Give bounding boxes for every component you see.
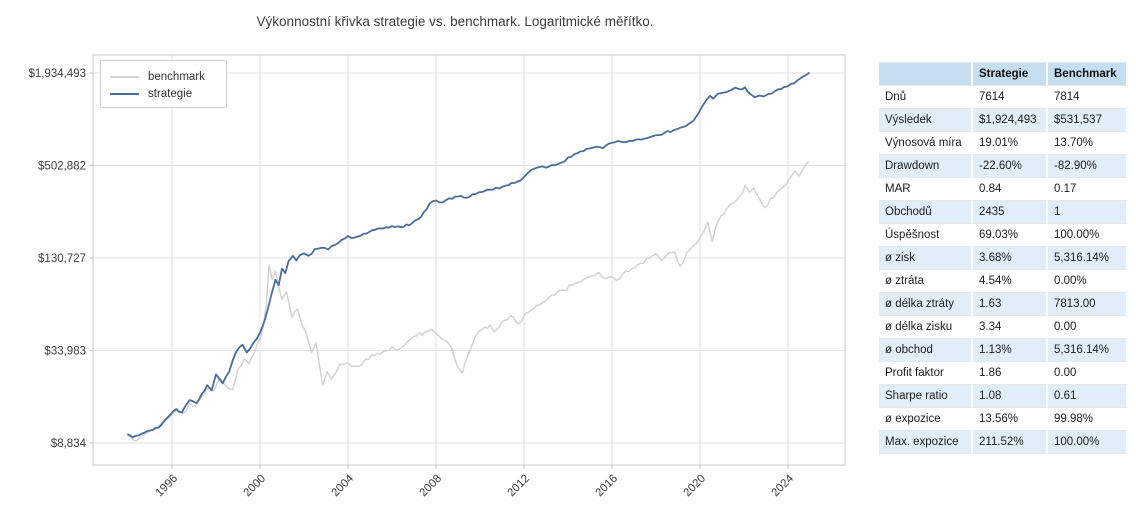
stats-col-header-empty — [879, 62, 973, 86]
cell-benchmark: 100.00% — [1048, 224, 1128, 247]
table-row: ø zisk 3.68% 5,316.14% — [879, 247, 1128, 270]
row-label: Drawdown — [879, 155, 973, 178]
y-tick-label: $502,882 — [38, 161, 86, 173]
row-label: MAR — [879, 178, 973, 201]
y-tick-label: $8,834 — [51, 438, 87, 450]
plot-border — [92, 54, 846, 466]
x-tick-label: 2008 — [418, 473, 445, 500]
cell-benchmark: 1 — [1048, 201, 1128, 224]
row-label: Sharpe ratio — [879, 385, 973, 408]
cell-strategie: 19.01% — [973, 132, 1048, 155]
cell-strategie: 7614 — [973, 86, 1048, 109]
series-line-strategie — [127, 72, 810, 439]
legend-label-strategie: strategie — [148, 87, 193, 100]
cell-strategie: 1.86 — [973, 362, 1048, 385]
cell-benchmark: 7814 — [1048, 86, 1128, 109]
stats-col-header-strategie: Strategie — [973, 62, 1048, 86]
row-label: Dnů — [879, 86, 973, 109]
table-row: Obchodů 2435 1 — [879, 201, 1128, 224]
x-tick-label: 1996 — [154, 473, 181, 500]
cell-benchmark: 100.00% — [1048, 431, 1128, 454]
table-row: Úspěšnost 69.03% 100.00% — [879, 224, 1128, 247]
table-row: ø délka ztráty 1.63 7813.00 — [879, 293, 1128, 316]
table-row: Dnů 7614 7814 — [879, 86, 1128, 109]
cell-strategie: 3.68% — [973, 247, 1048, 270]
row-label: Profit faktor — [879, 362, 973, 385]
table-row: Max. expozice 211.52% 100.00% — [879, 431, 1128, 454]
y-tick-label: $1,934,493 — [28, 68, 86, 80]
cell-strategie: 13.56% — [973, 408, 1048, 431]
row-label: ø expozice — [879, 408, 973, 431]
x-tick-label: 2020 — [682, 473, 709, 500]
table-row: Profit faktor 1.86 0.00 — [879, 362, 1128, 385]
cell-benchmark: 0.61 — [1048, 385, 1128, 408]
stats-table: Strategie Benchmark Dnů 7614 7814 Výsledek $… — [879, 62, 1128, 454]
cell-strategie: 211.52% — [973, 431, 1048, 454]
chart-title: Výkonnostní křivka strategie vs. benchma… — [256, 14, 654, 29]
legend-item-benchmark: benchmark — [110, 68, 226, 85]
row-label: Výsledek — [879, 109, 973, 132]
cell-benchmark: -82.90% — [1048, 155, 1128, 178]
x-tick-label: 2004 — [330, 472, 357, 499]
cell-benchmark: $531,537 — [1048, 109, 1128, 132]
cell-strategie: 1.08 — [973, 385, 1048, 408]
table-row: ø délka zisku 3.34 0.00 — [879, 316, 1128, 339]
stats-header-row: Strategie Benchmark — [879, 62, 1128, 86]
table-row: Výsledek $1,924,493 $531,537 — [879, 109, 1128, 132]
table-row: Výnosová míra 19.01% 13.70% — [879, 132, 1128, 155]
table-row: Sharpe ratio 1.08 0.61 — [879, 385, 1128, 408]
cell-benchmark: 5,316.14% — [1048, 247, 1128, 270]
cell-benchmark: 0.00 — [1048, 316, 1128, 339]
cell-strategie: 1.13% — [973, 339, 1048, 362]
cell-benchmark: 13.70% — [1048, 132, 1128, 155]
legend-swatch-strategie — [110, 92, 139, 95]
chart-legend: benchmark strategie — [100, 60, 227, 108]
equity-chart: $1,934,493 $502,882 $130,727 $33,983 $8,834 1… — [28, 54, 846, 500]
row-label: Výnosová míra — [879, 132, 973, 155]
stats-col-header-benchmark: Benchmark — [1048, 62, 1128, 86]
x-tick-label: 2016 — [594, 473, 621, 500]
row-label: ø obchod — [879, 339, 973, 362]
y-tick-label: $33,983 — [44, 346, 86, 358]
table-row: ø ztráta 4.54% 0.00% — [879, 270, 1128, 293]
legend-swatch-benchmark — [110, 75, 139, 78]
row-label: Max. expozice — [879, 431, 973, 454]
table-row: Drawdown -22.60% -82.90% — [879, 155, 1128, 178]
cell-strategie: -22.60% — [973, 155, 1048, 178]
x-tick-label: 2012 — [506, 473, 533, 500]
cell-benchmark: 0.00% — [1048, 270, 1128, 293]
row-label: ø délka zisku — [879, 316, 973, 339]
x-tick-label: 2024 — [770, 472, 797, 499]
cell-strategie: $1,924,493 — [973, 109, 1048, 132]
y-tick-label: $130,727 — [38, 253, 86, 265]
cell-benchmark: 0.17 — [1048, 178, 1128, 201]
cell-benchmark: 99.98% — [1048, 408, 1128, 431]
table-row: ø expozice 13.56% 99.98% — [879, 408, 1128, 431]
row-label: ø zisk — [879, 247, 973, 270]
table-row: MAR 0.84 0.17 — [879, 178, 1128, 201]
cell-strategie: 69.03% — [973, 224, 1048, 247]
cell-strategie: 2435 — [973, 201, 1048, 224]
cell-benchmark: 7813.00 — [1048, 293, 1128, 316]
legend-label-benchmark: benchmark — [148, 70, 205, 83]
row-label: ø délka ztráty — [879, 293, 973, 316]
series-line-benchmark — [127, 160, 810, 442]
row-label: ø ztráta — [879, 270, 973, 293]
cell-strategie: 4.54% — [973, 270, 1048, 293]
row-label: Úspěšnost — [879, 224, 973, 247]
cell-strategie: 3.34 — [973, 316, 1048, 339]
row-label: Obchodů — [879, 201, 973, 224]
cell-strategie: 1.63 — [973, 293, 1048, 316]
cell-benchmark: 0.00 — [1048, 362, 1128, 385]
legend-item-strategie: strategie — [110, 85, 226, 102]
x-tick-label: 2000 — [242, 473, 269, 500]
cell-benchmark: 5,316.14% — [1048, 339, 1128, 362]
cell-strategie: 0.84 — [973, 178, 1048, 201]
table-row: ø obchod 1.13% 5,316.14% — [879, 339, 1128, 362]
